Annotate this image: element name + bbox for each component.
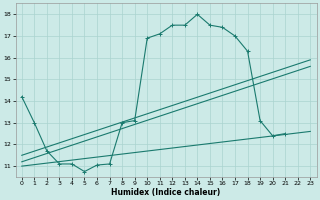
X-axis label: Humidex (Indice chaleur): Humidex (Indice chaleur) bbox=[111, 188, 221, 197]
